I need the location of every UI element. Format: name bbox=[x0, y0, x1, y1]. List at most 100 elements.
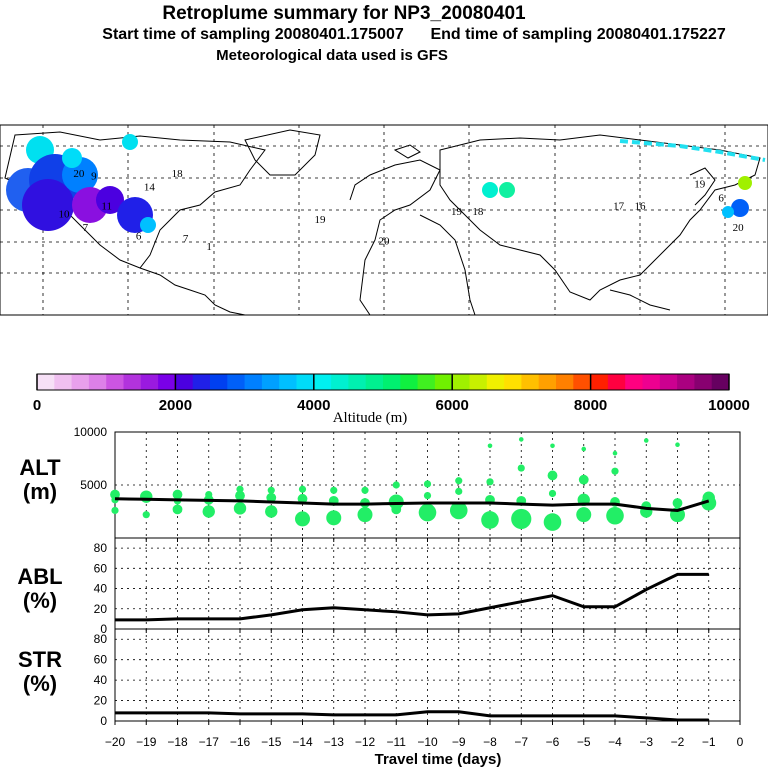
alt-point bbox=[511, 508, 532, 530]
colorbar-cell bbox=[469, 374, 488, 390]
alt-point bbox=[298, 485, 307, 493]
map-label: 9 bbox=[91, 171, 97, 183]
colorbar-cell bbox=[348, 374, 367, 390]
map-label: 19 bbox=[694, 179, 706, 191]
alt-ytick-label: 10000 bbox=[74, 425, 108, 439]
x-tick-label: −11 bbox=[387, 735, 407, 749]
page-title: Retroplume summary for NP3_20080401 bbox=[162, 3, 526, 24]
alt-point bbox=[233, 502, 247, 515]
colorbar-cell bbox=[504, 374, 522, 390]
colorbar-cell bbox=[88, 374, 107, 390]
colorbar-cell bbox=[677, 374, 695, 390]
panel-label: ABL bbox=[17, 564, 62, 589]
map-label: 6 bbox=[136, 230, 142, 242]
alt-point bbox=[202, 505, 215, 518]
colorbar-cell bbox=[400, 374, 419, 390]
colorbar-cell bbox=[175, 374, 194, 390]
alt-point bbox=[361, 486, 369, 494]
colorbar-cell bbox=[521, 374, 540, 390]
panel-label: ALT bbox=[19, 455, 61, 480]
colorbar-cell bbox=[434, 374, 453, 390]
colorbar-cell bbox=[279, 374, 297, 390]
x-tick-label: 0 bbox=[737, 735, 744, 749]
alt-point bbox=[675, 442, 680, 448]
map-label: 11 bbox=[101, 200, 112, 212]
panel-label: STR bbox=[18, 647, 62, 672]
str-ytick-label: 80 bbox=[94, 632, 108, 646]
alt-point bbox=[388, 494, 404, 510]
colorbar-cell bbox=[296, 374, 315, 390]
alt-point bbox=[267, 486, 275, 494]
map-label: 16 bbox=[635, 200, 647, 212]
colorbar-cell bbox=[123, 374, 142, 390]
alt-point bbox=[142, 511, 150, 519]
colorbar-tick-label: 4000 bbox=[297, 397, 330, 414]
str-ytick-label: 60 bbox=[94, 653, 108, 667]
x-tick-label: −10 bbox=[417, 735, 438, 749]
alt-point bbox=[455, 487, 463, 495]
x-tick-label: −3 bbox=[639, 735, 653, 749]
colorbar-cell bbox=[54, 374, 73, 390]
colorbar-cell bbox=[106, 374, 124, 390]
colorbar-cell bbox=[642, 374, 661, 390]
colorbar-cell bbox=[313, 374, 332, 390]
x-axis-label: Travel time (days) bbox=[375, 751, 502, 768]
colorbar-cell bbox=[158, 374, 176, 390]
x-tick-label: −12 bbox=[355, 735, 376, 749]
colorbar-tick-label: 8000 bbox=[574, 397, 607, 414]
x-tick-label: −20 bbox=[105, 735, 126, 749]
alt-point bbox=[265, 505, 278, 518]
alt-point bbox=[236, 485, 244, 493]
x-tick-label: −15 bbox=[261, 735, 282, 749]
alt-point bbox=[297, 493, 308, 504]
alt-point bbox=[392, 481, 400, 489]
alt-point bbox=[672, 498, 683, 508]
alt-point bbox=[449, 501, 468, 520]
alt-point bbox=[550, 443, 555, 449]
alt-point bbox=[701, 495, 717, 511]
colorbar-cell bbox=[590, 374, 609, 390]
panel-label: (%) bbox=[23, 671, 57, 696]
map-label: 14 bbox=[144, 181, 156, 193]
abl-ytick-label: 60 bbox=[94, 561, 108, 575]
map-label: 10 bbox=[59, 209, 71, 221]
colorbar-cell bbox=[383, 374, 401, 390]
plume-track bbox=[619, 139, 766, 162]
alt-point bbox=[581, 446, 587, 452]
colorbar-cell bbox=[192, 374, 211, 390]
map-label: 17 bbox=[613, 200, 625, 212]
x-tick-label: −2 bbox=[671, 735, 685, 749]
colorbar-cell bbox=[210, 374, 228, 390]
x-tick-label: −18 bbox=[167, 735, 188, 749]
colorbar-cell bbox=[37, 374, 55, 390]
alt-point bbox=[612, 450, 618, 456]
alt-point bbox=[295, 511, 310, 527]
alt-point bbox=[391, 504, 402, 515]
map-label: 7 bbox=[183, 233, 189, 245]
alt-point bbox=[140, 490, 153, 503]
colorbar-cell bbox=[556, 374, 574, 390]
colorbar-cell bbox=[659, 374, 678, 390]
alt-point bbox=[548, 489, 557, 498]
alt-point bbox=[481, 511, 499, 529]
sampling-times: Start time of sampling 20080401.175007 E… bbox=[30, 26, 768, 44]
x-tick-label: −8 bbox=[483, 735, 497, 749]
end-time-label: End time of sampling 20080401.175227 bbox=[430, 26, 726, 43]
colorbar-cell bbox=[417, 374, 436, 390]
map-label: 7 bbox=[83, 222, 89, 234]
plume-blobs bbox=[6, 134, 752, 233]
abl-ytick-label: 40 bbox=[94, 582, 108, 596]
alt-point bbox=[423, 492, 432, 500]
colorbar-tick-label: 10000 bbox=[708, 397, 750, 414]
colorbar-tick-label: 6000 bbox=[436, 397, 469, 414]
x-tick-label: −4 bbox=[608, 735, 622, 749]
alt-point bbox=[487, 443, 493, 449]
alt-point bbox=[423, 480, 432, 488]
alt-point bbox=[172, 489, 183, 500]
altitude-colorbar: 0 2000 4000 6000 8000 10000 Altitude (m) bbox=[33, 373, 750, 426]
colorbar-tick-label: 2000 bbox=[159, 397, 192, 414]
x-tick-label: −9 bbox=[452, 735, 466, 749]
alt-point bbox=[266, 492, 277, 503]
x-tick-label: −14 bbox=[292, 735, 313, 749]
alt-point bbox=[578, 474, 589, 485]
